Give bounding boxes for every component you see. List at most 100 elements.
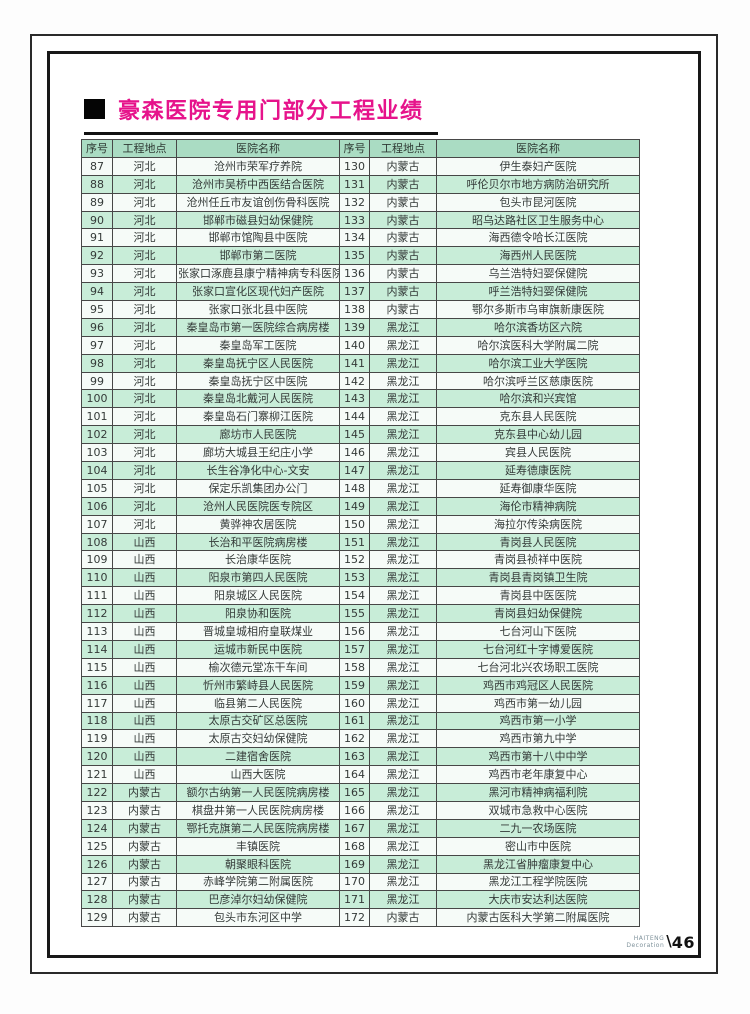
header-serial-right: 序号 — [339, 139, 370, 158]
serial-cell: 157 — [339, 639, 370, 659]
hospital-name-cell: 棋盘井第一人民医院病房楼 — [176, 800, 340, 820]
serial-cell: 153 — [339, 568, 370, 588]
location-cell: 河北 — [112, 192, 177, 212]
serial-cell: 152 — [339, 550, 370, 570]
table-row: 119 山西 太原古交妇幼保健院 162 黑龙江 鸡西市第九中学 — [81, 729, 640, 749]
table-row: 94 河北 张家口宣化区现代妇产医院 137 内蒙古 呼兰浩特妇婴保健院 — [81, 282, 640, 302]
location-cell: 黑龙江 — [369, 747, 437, 767]
serial-cell: 137 — [339, 282, 370, 302]
location-cell: 内蒙古 — [369, 156, 437, 176]
hospital-name-cell: 哈尔滨香坊区六院 — [436, 317, 640, 337]
table-row: 110 山西 阳泉市第四人民医院 153 黑龙江 青岗县青岗镇卫生院 — [81, 568, 640, 588]
location-cell: 河北 — [112, 210, 177, 230]
serial-cell: 104 — [81, 461, 113, 480]
location-cell: 内蒙古 — [112, 854, 177, 874]
header-location-left: 工程地点 — [112, 139, 177, 158]
hospital-name-cell: 太原古交矿区总医院 — [176, 711, 340, 731]
hospital-name-cell: 廊坊市人民医院 — [176, 425, 340, 445]
serial-cell: 172 — [339, 908, 370, 928]
hospital-name-cell: 鸡西市鸡冠区人民医院 — [436, 675, 640, 695]
serial-cell: 134 — [339, 228, 370, 248]
hospital-name-cell: 长治康华医院 — [176, 550, 340, 570]
location-cell: 内蒙古 — [369, 174, 437, 194]
serial-cell: 140 — [339, 335, 370, 355]
serial-cell: 105 — [81, 478, 113, 498]
hospital-name-cell: 阳泉城区人民医院 — [176, 586, 340, 606]
hospital-name-cell: 昭乌达路社区卫生服务中心 — [436, 210, 640, 230]
hospital-name-cell: 太原古交妇幼保健院 — [176, 729, 340, 749]
serial-cell: 102 — [81, 425, 113, 445]
location-cell: 河北 — [112, 282, 177, 302]
serial-cell: 171 — [339, 890, 370, 910]
table-row: 100 河北 秦皇岛北戴河人民医院 143 黑龙江 哈尔滨和兴宾馆 — [81, 389, 640, 409]
serial-cell: 129 — [81, 908, 113, 928]
serial-cell: 131 — [339, 174, 370, 194]
hospital-name-cell: 海拉尔传染病医院 — [436, 514, 640, 534]
location-cell: 山西 — [112, 622, 177, 641]
table-row: 114 山西 运城市新民中医院 157 黑龙江 七台河红十字博爱医院 — [81, 639, 640, 659]
table-row: 106 河北 沧州人民医院医专院区 149 黑龙江 海伦市精神病院 — [81, 496, 640, 516]
location-cell: 河北 — [112, 353, 177, 373]
table-row: 90 河北 邯郸市磁县妇幼保健院 133 内蒙古 昭乌达路社区卫生服务中心 — [81, 210, 640, 230]
project-performance-table: 序号 工程地点 医院名称 序号 工程地点 医院名称 87 河北 沧州市荣军疗养院 13… — [81, 139, 640, 928]
serial-cell: 155 — [339, 604, 370, 624]
serial-cell: 149 — [339, 496, 370, 516]
hospital-name-cell: 巴彦淖尔妇幼保健院 — [176, 890, 340, 910]
location-cell: 河北 — [112, 425, 177, 445]
location-cell: 河北 — [112, 514, 177, 534]
hospital-name-cell: 鄂托克旗第二人民医院病房楼 — [176, 818, 340, 838]
location-cell: 河北 — [112, 371, 177, 391]
location-cell: 黑龙江 — [369, 639, 437, 659]
location-cell: 黑龙江 — [369, 604, 437, 624]
table-row: 116 山西 忻州市繁峙县人民医院 159 黑龙江 鸡西市鸡冠区人民医院 — [81, 675, 640, 695]
table-row: 122 内蒙古 额尔古纳第一人民医院病房楼 165 黑龙江 黑河市精神病福利院 — [81, 783, 640, 802]
serial-cell: 124 — [81, 818, 113, 838]
location-cell: 山西 — [112, 550, 177, 570]
location-cell: 黑龙江 — [369, 443, 437, 463]
hospital-name-cell: 延寿德康医院 — [436, 461, 640, 480]
hospital-name-cell: 大庆市安达利达医院 — [436, 890, 640, 910]
serial-cell: 139 — [339, 317, 370, 337]
location-cell: 河北 — [112, 300, 177, 319]
hospital-name-cell: 阳泉协和医院 — [176, 604, 340, 624]
location-cell: 内蒙古 — [369, 210, 437, 230]
hospital-name-cell: 鄂尔多斯市乌审旗新康医院 — [436, 300, 640, 319]
hospital-name-cell: 秦皇岛石门寨柳江医院 — [176, 407, 340, 427]
serial-cell: 103 — [81, 443, 113, 463]
hospital-name-cell: 邯郸市磁县妇幼保健院 — [176, 210, 340, 230]
hospital-name-cell: 鸡西市第一小学 — [436, 711, 640, 731]
hospital-name-cell: 秦皇岛抚宁区中医院 — [176, 371, 340, 391]
hospital-name-cell: 七台河红十字博爱医院 — [436, 639, 640, 659]
table-row: 117 山西 临县第二人民医院 160 黑龙江 鸡西市第一幼儿园 — [81, 693, 640, 713]
hospital-name-cell: 沧州人民医院医专院区 — [176, 496, 340, 516]
hospital-name-cell: 延寿御康华医院 — [436, 478, 640, 498]
hospital-name-cell: 黑龙江省肿瘤康复中心 — [436, 854, 640, 874]
location-cell: 山西 — [112, 729, 177, 749]
serial-cell: 158 — [339, 657, 370, 677]
hospital-name-cell: 榆次德元堂冻干车间 — [176, 657, 340, 677]
location-cell: 黑龙江 — [369, 550, 437, 570]
header-hospital-right: 医院名称 — [436, 139, 640, 158]
serial-cell: 169 — [339, 854, 370, 874]
serial-cell: 159 — [339, 675, 370, 695]
serial-cell: 111 — [81, 586, 113, 606]
location-cell: 河北 — [112, 246, 177, 266]
location-cell: 内蒙古 — [369, 300, 437, 319]
hospital-name-cell: 黑河市精神病福利院 — [436, 783, 640, 802]
location-cell: 黑龙江 — [369, 783, 437, 802]
serial-cell: 145 — [339, 425, 370, 445]
hospital-name-cell: 鸡西市第九中学 — [436, 729, 640, 749]
location-cell: 河北 — [112, 335, 177, 355]
hospital-name-cell: 运城市新民中医院 — [176, 639, 340, 659]
location-cell: 黑龙江 — [369, 425, 437, 445]
location-cell: 山西 — [112, 711, 177, 731]
footer-slash-mark: \ — [666, 932, 672, 950]
location-cell: 内蒙古 — [369, 264, 437, 284]
serial-cell: 123 — [81, 800, 113, 820]
hospital-name-cell: 秦皇岛市第一医院综合病房楼 — [176, 317, 340, 337]
hospital-name-cell: 克东县人民医院 — [436, 407, 640, 427]
table-row: 107 河北 黄骅神农居医院 150 黑龙江 海拉尔传染病医院 — [81, 514, 640, 534]
serial-cell: 143 — [339, 389, 370, 409]
location-cell: 内蒙古 — [112, 908, 177, 928]
serial-cell: 90 — [81, 210, 113, 230]
